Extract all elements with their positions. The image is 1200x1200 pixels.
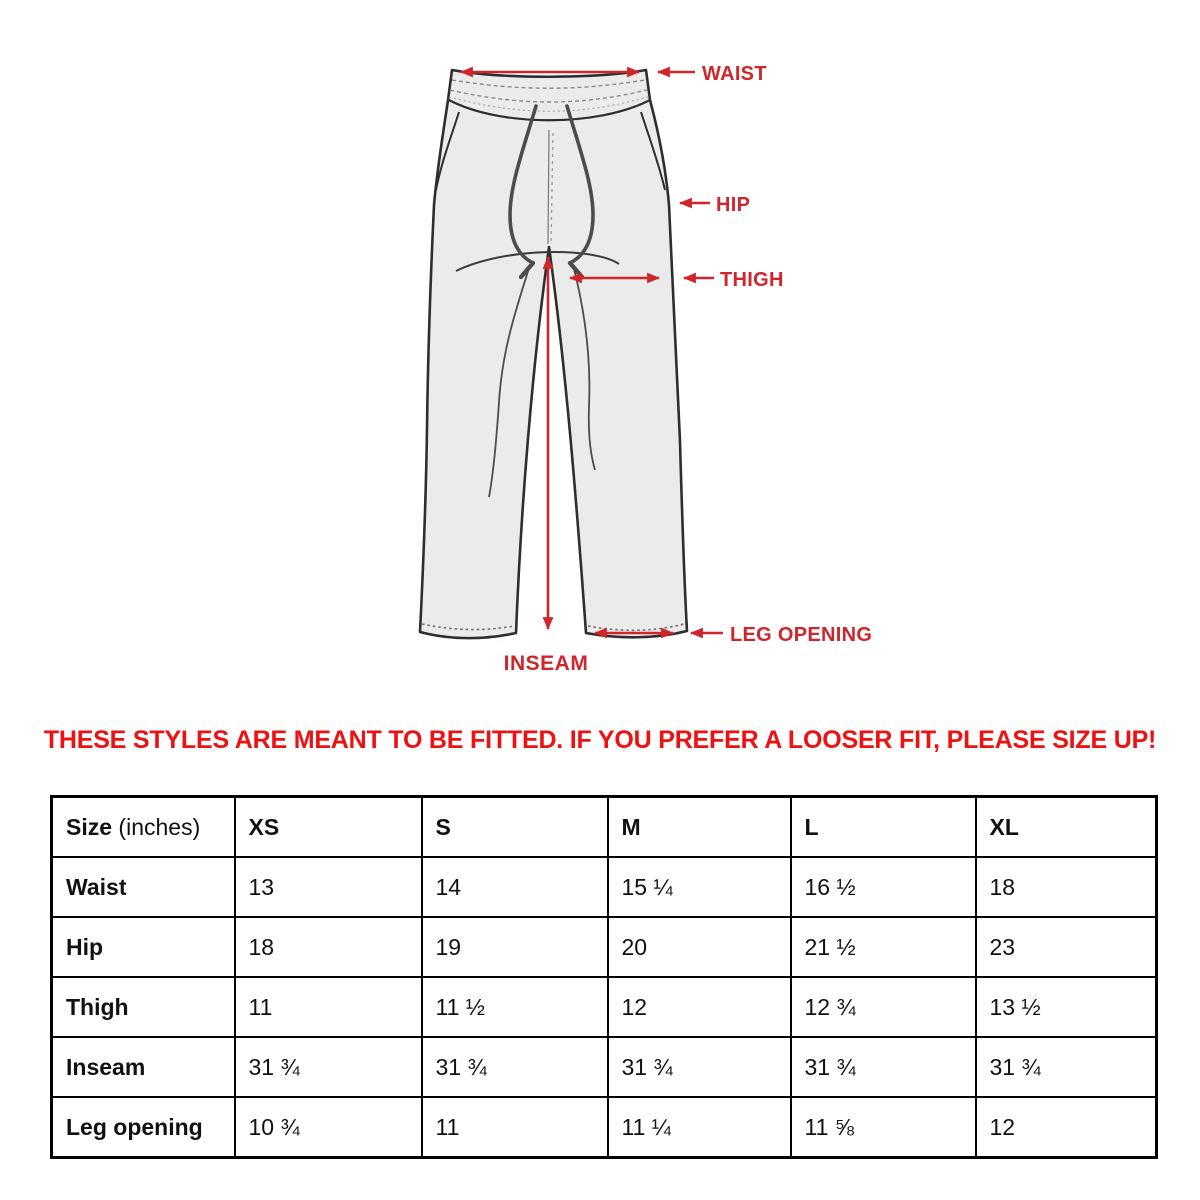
header-row: Size (inches) XS S M L XL [50, 795, 1158, 858]
table-cell: 11 ⅝ [789, 1096, 977, 1159]
table-cell: 11 ½ [420, 976, 609, 1038]
column-header-xl: XL [974, 795, 1158, 858]
table-cell: 15 ¼ [606, 856, 792, 918]
table-cell: 23 [974, 916, 1158, 978]
pants-diagram: WAIST HIP THIGH LEG OPENING INSEAM [418, 63, 872, 675]
thigh-label: THIGH [720, 269, 784, 291]
size-chart-table: Size (inches) XS S M L XL Waist 13 14 15… [50, 795, 1158, 1159]
table-cell: 21 ½ [789, 916, 977, 978]
table-cell: 10 ¾ [233, 1096, 423, 1159]
table-row-inseam: Inseam 31 ¾ 31 ¾ 31 ¾ 31 ¾ 31 ¾ [50, 1036, 1158, 1098]
row-label: Hip [50, 916, 236, 978]
table-row-thigh: Thigh 11 11 ½ 12 12 ¾ 13 ½ [50, 976, 1158, 1038]
table-cell: 11 [233, 976, 423, 1038]
table-cell: 31 ¾ [420, 1036, 609, 1098]
size-header-cell: Size (inches) [50, 795, 236, 858]
table-cell: 31 ¾ [606, 1036, 792, 1098]
size-header-bold: Size [66, 813, 113, 840]
table-cell: 18 [974, 856, 1158, 918]
column-header-m: M [606, 795, 792, 858]
pants-outline [418, 68, 689, 640]
table-cell: 20 [606, 916, 792, 978]
table-cell: 13 [233, 856, 423, 918]
table-cell: 31 ¾ [789, 1036, 977, 1098]
table-cell: 12 [974, 1096, 1158, 1159]
column-header-xs: XS [233, 795, 423, 858]
inseam-label: INSEAM [504, 652, 589, 675]
table-cell: 11 ¼ [606, 1096, 792, 1159]
size-header-unit: (inches) [112, 813, 201, 840]
column-header-s: S [420, 795, 609, 858]
table-row-hip: Hip 18 19 20 21 ½ 23 [50, 916, 1158, 978]
row-label: Leg opening [50, 1096, 236, 1159]
drawstring [488, 104, 596, 498]
table-cell: 14 [420, 856, 609, 918]
table-row-leg-opening: Leg opening 10 ¾ 11 11 ¼ 11 ⅝ 12 [50, 1096, 1158, 1159]
table-cell: 11 [420, 1096, 609, 1159]
row-label: Inseam [50, 1036, 236, 1098]
pants-diagram-svg: WAIST HIP THIGH LEG OPENING INSEAM [418, 63, 872, 675]
table-cell: 19 [420, 916, 609, 978]
table-cell: 12 ¾ [789, 976, 977, 1038]
table-cell: 31 ¾ [974, 1036, 1158, 1098]
measurement-arrows [459, 66, 723, 639]
column-header-l: L [789, 795, 977, 858]
table-cell: 13 ½ [974, 976, 1158, 1038]
table-cell: 12 [606, 976, 792, 1038]
table-cell: 31 ¾ [233, 1036, 423, 1098]
leg-opening-label: LEG OPENING [730, 624, 872, 646]
hip-label: HIP [716, 194, 750, 216]
table-cell: 18 [233, 916, 423, 978]
table-row-waist: Waist 13 14 15 ¼ 16 ½ 18 [50, 856, 1158, 918]
row-label: Waist [50, 856, 236, 918]
fit-notice: THESE STYLES ARE MEANT TO BE FITTED. IF … [43, 726, 1157, 754]
row-label: Thigh [50, 976, 236, 1038]
waist-label: WAIST [702, 63, 767, 85]
table-cell: 16 ½ [789, 856, 977, 918]
